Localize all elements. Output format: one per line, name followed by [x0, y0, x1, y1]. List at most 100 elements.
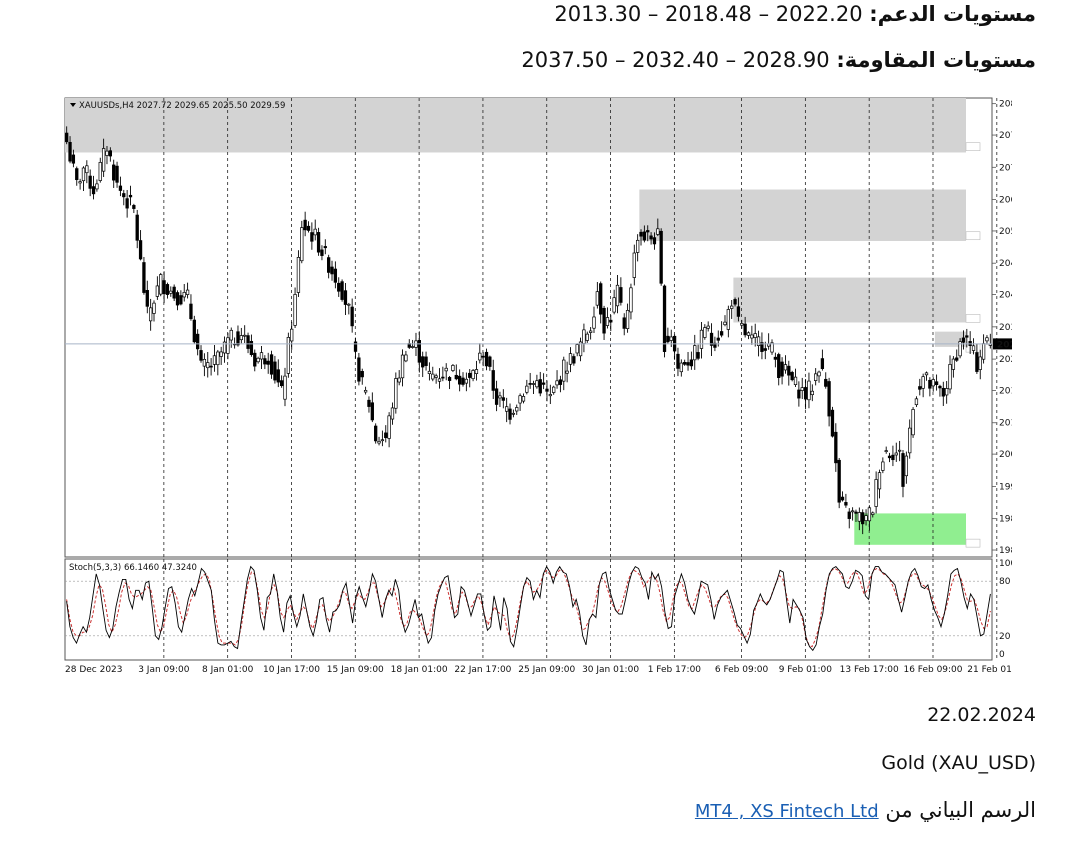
- stoch-title: Stoch(5,3,3) 66.1460 47.3240: [69, 563, 197, 573]
- candle-bear: [71, 154, 76, 164]
- candle-bull: [904, 455, 909, 477]
- candle-bear: [639, 231, 643, 237]
- resistance-zone-3: [733, 277, 966, 323]
- candle-bear: [468, 372, 472, 378]
- candle-bull: [478, 352, 482, 361]
- stoch-signal-line: [66, 567, 991, 648]
- resistance-levels-values: 2037.50 – 2032.40 – 2028.90: [521, 48, 830, 72]
- candle-bull: [850, 510, 855, 513]
- price-chart[interactable]: 28 Dec 2023 3 Jan 09:00 8 Jan 01:00 10 Jan …: [62, 96, 1012, 680]
- candle-bear: [189, 303, 193, 320]
- stoch-main-line: [66, 565, 991, 652]
- candle-bull: [568, 353, 573, 365]
- stoch-y-tick-label: 0: [999, 650, 1005, 660]
- candle-bear: [558, 379, 563, 385]
- candle-bull: [296, 257, 301, 293]
- support-zone-tag: [965, 538, 981, 548]
- candles-group: [65, 126, 992, 535]
- instrument-name-text: Gold (XAU_USD): [881, 752, 1036, 774]
- candle-bull: [978, 356, 982, 370]
- source-link-mt4[interactable]: MT4: [694, 801, 733, 822]
- candle-bull: [410, 346, 415, 348]
- candle-bear: [713, 342, 717, 348]
- candle-bear: [118, 185, 123, 191]
- stoch-y-tick-label: 20: [999, 632, 1011, 642]
- candle-bear: [824, 378, 828, 387]
- candle-bull: [914, 398, 919, 406]
- resistance-levels-label: مستويات المقاومة:: [836, 48, 1036, 72]
- candle-bear: [266, 360, 270, 365]
- candle-bear: [357, 357, 361, 382]
- candle-bull: [971, 345, 976, 351]
- candle-bull: [793, 376, 798, 385]
- candle-bear: [447, 377, 452, 381]
- y-tick-label: 2077.50: [999, 131, 1012, 141]
- candle-bull: [155, 285, 160, 297]
- candle-bull: [397, 377, 401, 383]
- y-tick-label: 1989.50: [999, 515, 1012, 525]
- candle-bear: [125, 198, 129, 209]
- x-tick-label: 9 Feb 01:00: [779, 665, 833, 675]
- candle-bear: [854, 511, 858, 514]
- candle-bear: [683, 361, 687, 365]
- candle-bear: [276, 369, 280, 383]
- resistance-levels-line: مستويات المقاومة: 2037.50 – 2032.40 – 20…: [521, 48, 1036, 72]
- y-tick-label: 2026.10: [999, 355, 1012, 365]
- x-tick-label: 25 Jan 09:00: [518, 665, 575, 675]
- x-tick-label: 1 Feb 17:00: [648, 665, 702, 675]
- stoch-y-tick-label: 100: [999, 559, 1012, 569]
- source-link-xs-fintech[interactable]: XS Fintech Ltd: [750, 801, 879, 822]
- y-tick-label: 2033.50: [999, 323, 1012, 333]
- candle-bear: [642, 231, 647, 241]
- candle-bull: [434, 375, 438, 378]
- source-separator[interactable]: ,: [732, 801, 751, 822]
- candle-bull: [229, 329, 233, 341]
- candle-bull: [283, 375, 287, 400]
- candle-bear: [797, 389, 801, 399]
- candle-bull: [239, 335, 243, 341]
- candle-bull: [152, 302, 156, 314]
- candle-bear: [162, 280, 166, 295]
- candle-bear: [454, 374, 458, 380]
- candle-bull: [656, 228, 660, 235]
- y-tick-label: 2055.50: [999, 227, 1012, 237]
- candle-bull: [521, 396, 526, 402]
- candle-bear: [384, 432, 388, 439]
- candle-bear: [508, 408, 512, 420]
- candle-bear: [330, 266, 334, 275]
- candle-bear: [609, 319, 613, 323]
- candle-bear: [68, 141, 72, 162]
- candle-bull: [871, 512, 875, 515]
- candle-bear: [179, 295, 183, 305]
- candle-bull: [202, 358, 207, 367]
- candle-bull: [347, 303, 351, 306]
- x-tick-label: 6 Feb 09:00: [715, 665, 769, 675]
- candle-bull: [394, 378, 398, 409]
- support-levels-label: مستويات الدعم:: [869, 2, 1036, 26]
- candle-bull: [857, 512, 861, 522]
- candle-bull: [612, 297, 616, 313]
- candle-bear: [646, 230, 650, 233]
- candle-bear: [192, 319, 196, 343]
- report-date-text: 22.02.2024: [927, 704, 1036, 726]
- candle-bear: [333, 268, 338, 283]
- candle-bull: [555, 380, 559, 386]
- candle-bull: [669, 336, 673, 341]
- candle-bull: [444, 367, 448, 372]
- candle-bear: [142, 262, 146, 293]
- candle-bear: [132, 205, 136, 209]
- candle-bull: [864, 515, 868, 521]
- candle-bear: [91, 186, 96, 195]
- candle-bear: [736, 306, 741, 317]
- candle-bull: [632, 252, 636, 278]
- support-levels-line: مستويات الدعم: 2013.30 – 2018.48 – 2022.…: [554, 2, 1036, 26]
- candle-bull: [931, 379, 935, 387]
- candle-bear: [834, 431, 838, 464]
- y-tick-label: 2018.90: [999, 386, 1012, 396]
- candle-bear: [327, 257, 331, 273]
- candle-bull: [615, 284, 620, 307]
- chart-canvas[interactable]: 28 Dec 2023 3 Jan 09:00 8 Jan 01:00 10 Jan …: [62, 96, 1012, 680]
- resistance-zone-2: [639, 189, 966, 241]
- candle-bull: [679, 362, 683, 373]
- candle-bull: [756, 336, 761, 346]
